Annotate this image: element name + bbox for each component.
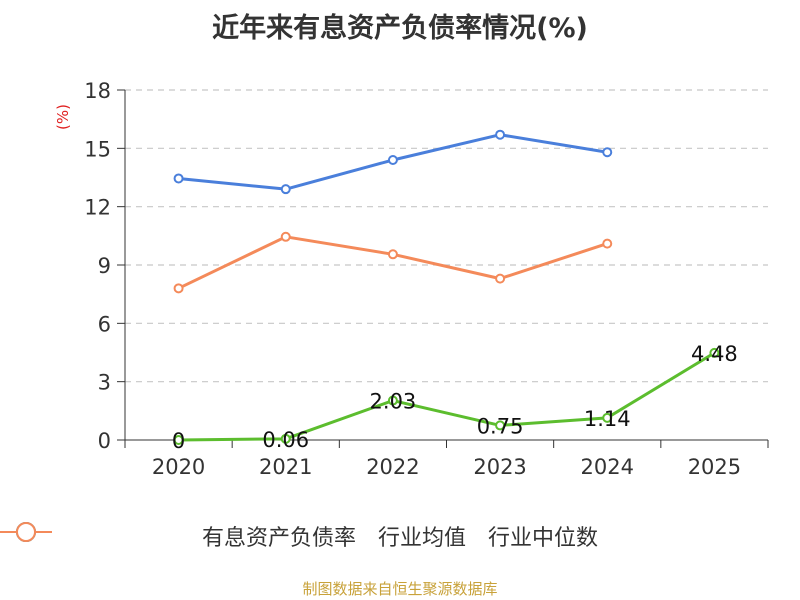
data-point [602,412,613,423]
data-label: 2.03 [370,390,417,414]
legend-label: 行业均值 [377,526,466,551]
data-label: 0.75 [477,414,524,438]
x-tick-label: 2020 [152,455,205,479]
series-line [177,235,608,290]
series-line [178,351,716,442]
legend-label: 有息资产负债率 [201,526,356,551]
legend-item-industry-median[interactable]: 行业中位数 [0,520,599,552]
x-tick-label: 2022 [366,455,419,479]
legend-marker-orange [0,522,52,542]
data-point [387,395,398,406]
data-point [173,435,184,445]
data-label: 1.14 [584,407,631,431]
legend-item-industry-mean[interactable]: 行业均值 [0,520,466,552]
chart-title: 近年来有息资产负债率情况(%) [212,13,588,44]
data-point [387,155,398,165]
x-tick-label: 2023 [473,455,526,479]
x-tick-label: 2025 [688,455,741,479]
data-point [709,347,720,358]
data-point [280,231,291,242]
data-point [495,273,506,284]
y-tick-label: 9 [98,254,111,278]
data-point [280,433,291,444]
y-tick-label: 18 [84,79,111,103]
legend-item-interest-debt-ratio[interactable]: 有息资产负债率 [0,520,356,552]
x-tick-label: 2021 [259,455,312,479]
y-tick-label: 3 [98,371,111,395]
data-point [602,238,613,249]
data-source-note: 制图数据来自恒生聚源数据库 [302,580,498,598]
legend-label: 行业中位数 [488,526,599,551]
data-point [602,147,613,158]
data-label: 0 [172,429,185,453]
data-point [495,129,506,140]
data-point [173,173,184,184]
legend: 有息资产负债率 行业均值 行业中位数 [0,520,800,552]
data-point [280,184,291,195]
data-point [173,283,184,294]
y-tick-label: 0 [98,429,111,453]
data-point [387,249,398,260]
data-label: 0.06 [262,428,309,452]
y-tick-label: 6 [98,312,111,336]
data-label: 4.48 [691,342,738,366]
y-tick-label: 12 [84,196,111,220]
x-tick-label: 2024 [581,455,634,479]
data-point [495,420,506,431]
y-tick-label: 15 [84,137,111,161]
